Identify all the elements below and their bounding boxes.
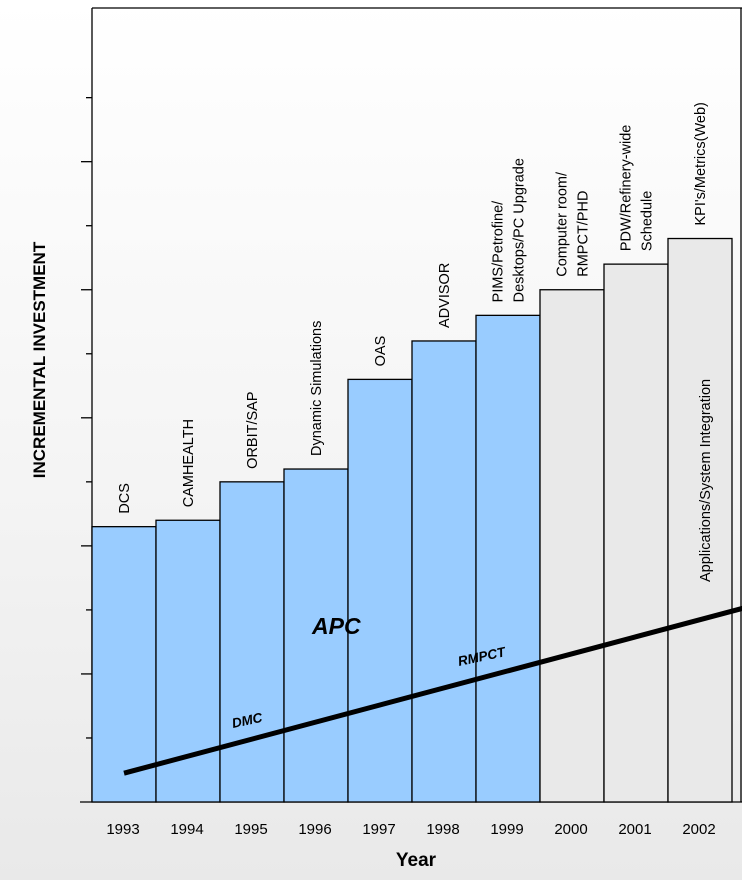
x-tick-label: 2000 [554,821,587,838]
x-tick-label: 1996 [298,821,331,838]
bar-2002 [667,237,733,803]
y-axis-title: INCREMENTAL INVESTMENT [30,241,49,478]
bar-1993 [91,526,157,803]
x-tick-label: 1998 [426,821,459,838]
bar-label: DCS [117,483,133,514]
x-tick-label: 2001 [618,821,651,838]
bar-labels: DCS CAMHEALTH ORBIT/SAP Dynamic Simulations… [117,102,709,514]
bar-1998 [411,340,477,803]
bar-label: PIMS/Petrofine/ [491,200,507,303]
x-tick-label: 1993 [106,821,139,838]
bar-label: OAS [373,336,389,367]
x-axis-title: Year [396,850,437,871]
bar-1999 [475,314,541,803]
x-tick-label: 1994 [170,821,203,838]
bar-label: Dynamic Simulations [309,321,325,456]
bar-label: PDW/Refinery-wide [619,125,635,252]
bar-label: Computer room/ [555,171,571,277]
x-tick-label: 2002 [682,821,715,838]
trend-line-group [123,605,742,776]
x-tick-label: 1997 [362,821,395,838]
y-ticks [81,96,92,739]
bar-label: RMPCT/PHD [576,191,592,277]
bar-2000 [539,289,605,803]
bar-2001 [603,263,669,803]
bar-1997 [347,378,413,803]
bar-label: ADVISOR [437,263,453,328]
bar-label: CAMHEALTH [181,419,197,507]
bars [91,237,733,803]
bar-label: ORBIT/SAP [245,391,261,468]
integration-annotation: Applications/System Integration [698,379,714,582]
dmc-annotation: DMC [231,710,264,731]
trend-line [123,605,742,776]
x-tick-labels: 1993 1994 1995 1996 1997 1998 1999 2000 2001 2002 [106,821,715,838]
bar-label: Schedule [640,191,656,251]
apc-annotation: APC [311,613,361,639]
bar-label: KPI's/Metrics(Web) [693,102,709,225]
bar-label: Desktops/PC Upgrade [512,158,528,302]
x-tick-label: 1995 [234,821,267,838]
x-tick-label: 1999 [490,821,523,838]
bar-1995 [219,481,285,803]
